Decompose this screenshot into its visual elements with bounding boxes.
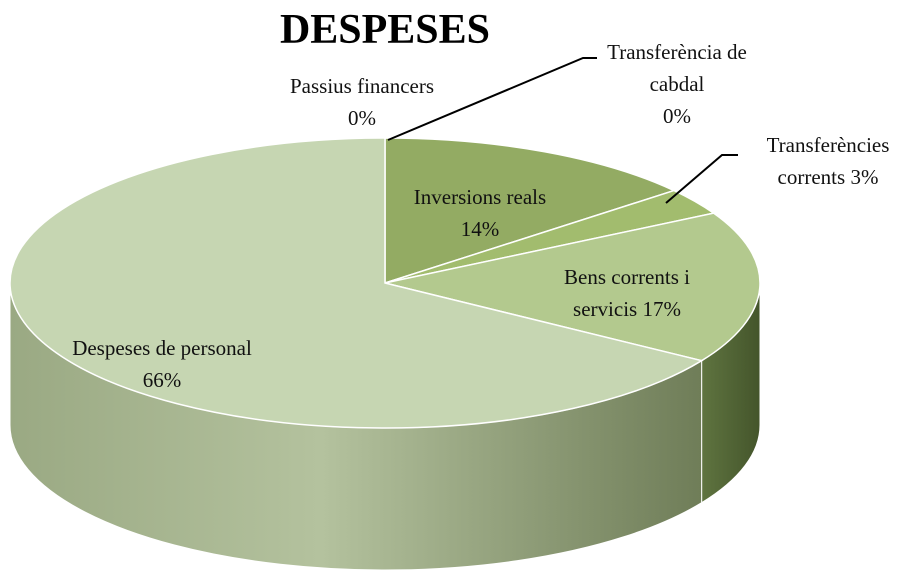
category-name: Despeses de personal: [72, 336, 252, 360]
category-name: Inversions reals: [413, 185, 547, 209]
slice-label: Transferències corrents 3%: [738, 129, 918, 193]
value-label: 0%: [348, 106, 376, 130]
leader-line: [665, 154, 738, 204]
category-name: Transferència de cabdal: [607, 40, 747, 96]
pie-slice: [384, 212, 761, 362]
pie-slice: [384, 137, 676, 285]
category-name: Passius financers: [289, 74, 435, 98]
pie-slice: [9, 137, 704, 429]
slice-label: Inversions reals 14%: [380, 181, 580, 245]
value-label: 17%: [642, 297, 681, 321]
category-name: Bens corrents i servicis: [564, 265, 690, 321]
value-label: 3%: [850, 165, 879, 189]
slice-label: Passius financers 0%: [257, 70, 467, 134]
slice-label: Bens corrents i servicis 17%: [537, 261, 717, 325]
slice-label: Transferència de cabdal 0%: [607, 36, 747, 132]
leader-line: [387, 57, 597, 141]
value-label: 66%: [142, 368, 182, 392]
slice-label: Despeses de personal 66%: [72, 332, 252, 396]
chart-title: DESPESES: [279, 7, 491, 53]
value-label: 14%: [460, 217, 500, 241]
value-label: 0%: [663, 104, 691, 128]
category-name: Transferències corrents: [766, 133, 890, 189]
